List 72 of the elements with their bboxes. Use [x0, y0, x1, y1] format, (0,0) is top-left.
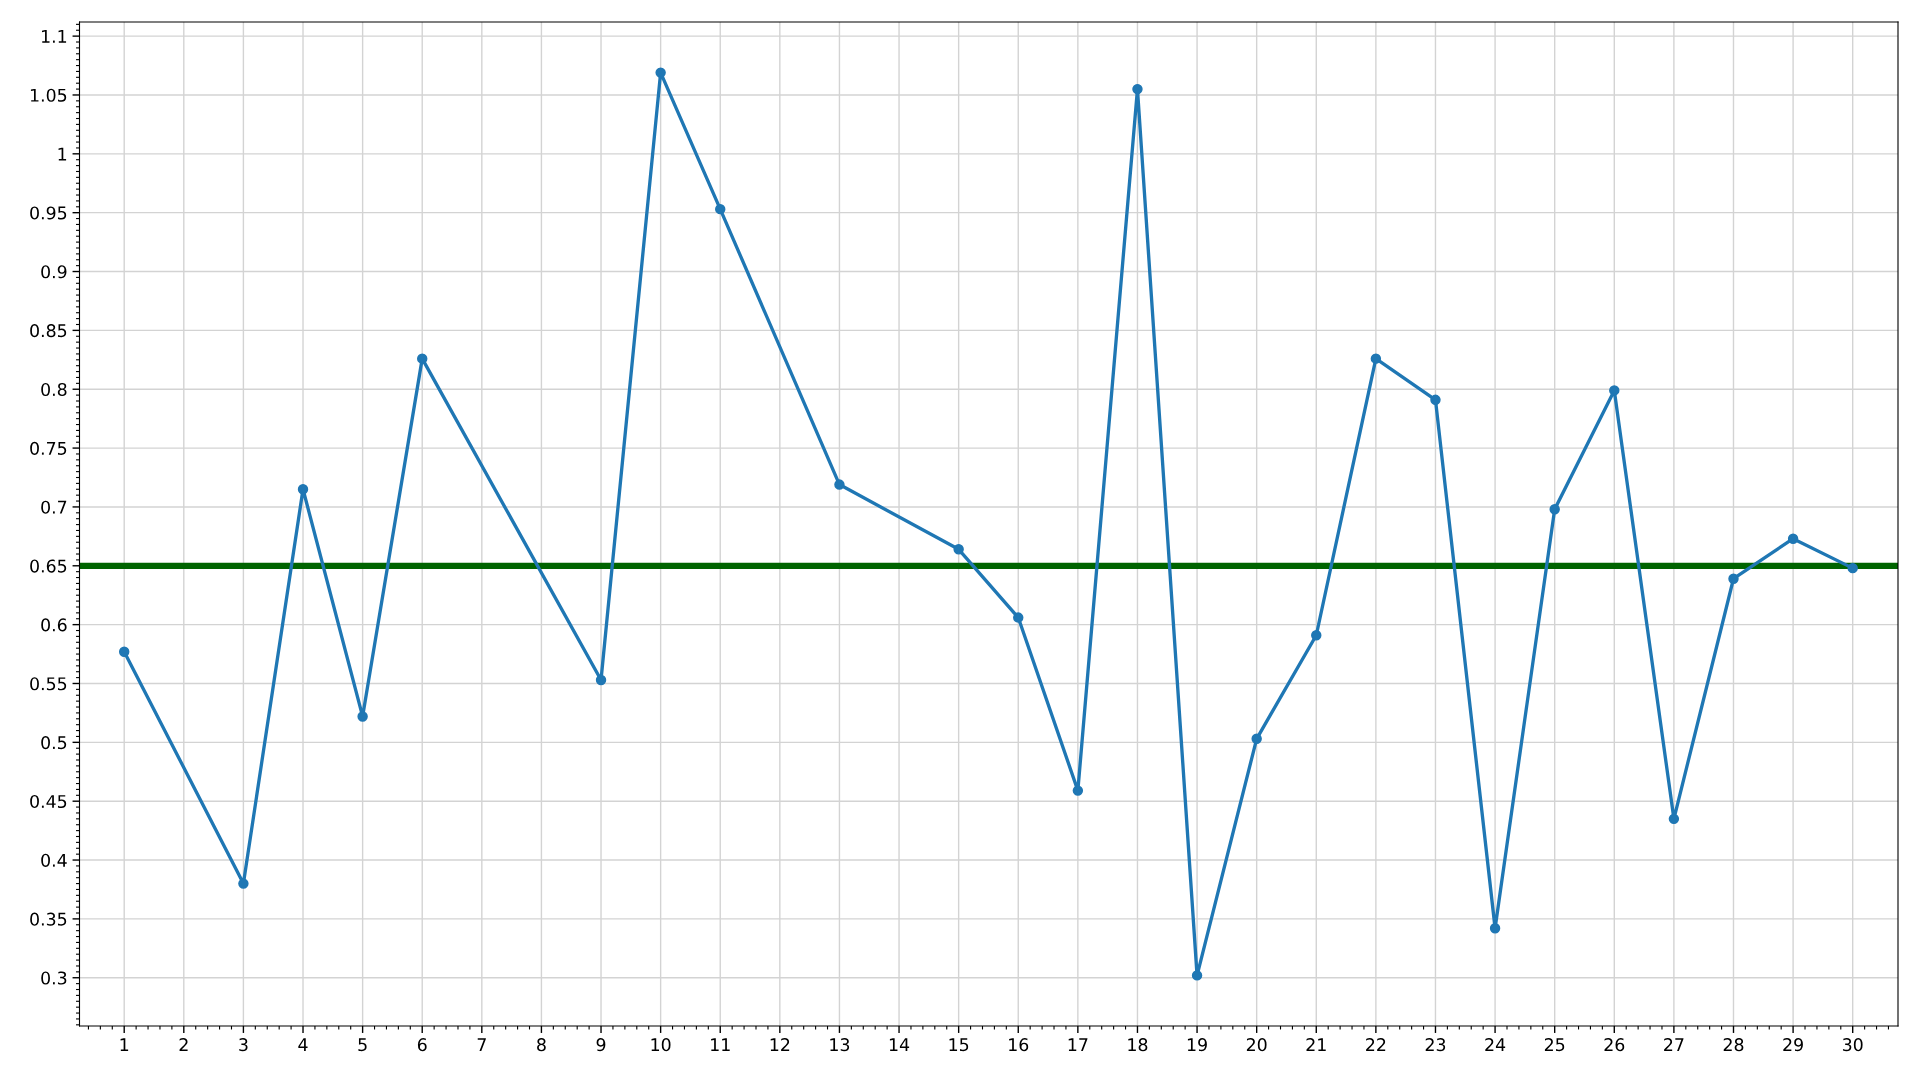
x-tick-label: 20 — [1246, 1038, 1267, 1052]
y-tick-label: 1.05 — [30, 88, 67, 102]
y-tick-label: 0.7 — [41, 500, 67, 514]
x-tick-label: 14 — [889, 1038, 910, 1051]
x-tick-label: 3 — [239, 1038, 248, 1052]
x-tick-label: 7 — [477, 1038, 486, 1051]
point — [118, 646, 130, 657]
x-tick-label: 8 — [537, 1038, 546, 1052]
y-tick-label: 0.9 — [41, 265, 67, 279]
point — [1072, 785, 1084, 796]
point — [1787, 533, 1799, 544]
y-tick-label: 0.65 — [30, 559, 67, 573]
x-tick-label: 29 — [1783, 1038, 1803, 1052]
x-tick-label: 28 — [1723, 1038, 1744, 1052]
x-tick-label: 30 — [1842, 1038, 1863, 1052]
x-tick-label: 13 — [830, 1038, 850, 1052]
point — [1847, 562, 1858, 574]
x-tick-label: 18 — [1128, 1038, 1148, 1052]
point — [1489, 923, 1501, 934]
point — [1549, 504, 1560, 515]
x-tick-label: 25 — [1544, 1038, 1565, 1052]
point — [297, 484, 309, 495]
y-tick-label: 0.6 — [41, 618, 67, 632]
point — [1251, 733, 1262, 745]
point — [715, 203, 726, 215]
x-tick-label: 12 — [770, 1038, 790, 1051]
point — [357, 711, 368, 722]
x-tick-label: 11 — [711, 1038, 730, 1051]
x-tick-label: 16 — [1009, 1038, 1029, 1052]
y-tick-label: 0.95 — [30, 206, 67, 220]
y-tick-label: 0.3 — [41, 971, 67, 985]
x-tick-label: 5 — [358, 1038, 367, 1052]
point — [1013, 612, 1024, 623]
x-tick-label: 27 — [1664, 1038, 1684, 1051]
y-tick-label: 0.35 — [30, 912, 67, 926]
x-tick-label: 19 — [1187, 1038, 1207, 1052]
point — [1668, 813, 1680, 825]
point — [1728, 573, 1739, 584]
point — [1191, 970, 1203, 981]
y-tick-label: 0.5 — [41, 736, 67, 750]
point — [953, 544, 964, 555]
point — [1311, 630, 1322, 641]
x-tick-label: 10 — [651, 1038, 671, 1052]
y-tick-label: 0.75 — [30, 441, 67, 455]
point — [417, 353, 428, 364]
y-tick-label: 1.1 — [41, 30, 67, 43]
point — [1370, 353, 1382, 364]
point — [238, 878, 249, 889]
x-tick-label: 21 — [1306, 1038, 1326, 1051]
x-tick-label: 17 — [1068, 1038, 1088, 1051]
x-tick-label: 24 — [1485, 1038, 1506, 1051]
y-tick-label: 0.4 — [41, 853, 67, 867]
x-tick-label: 23 — [1425, 1038, 1446, 1052]
point — [834, 479, 845, 490]
x-tick-label: 2 — [179, 1038, 188, 1051]
point — [1132, 83, 1143, 95]
y-tick-label: 0.85 — [30, 324, 67, 338]
x-tick-label: 9 — [596, 1038, 606, 1052]
point — [1609, 385, 1620, 396]
x-tick-label: 15 — [949, 1038, 969, 1052]
y-tick-label: 0.55 — [30, 677, 67, 691]
point — [595, 674, 607, 686]
y-tick-label: 0.8 — [41, 382, 67, 397]
y-tick-label: 0.45 — [30, 794, 67, 809]
x-tick-label: 22 — [1366, 1038, 1386, 1051]
point — [655, 67, 666, 78]
x-tick-label: 6 — [417, 1038, 427, 1052]
y-tick-label: 1 — [58, 147, 67, 161]
x-tick-label: 26 — [1604, 1038, 1625, 1052]
x-tick-label: 4 — [298, 1038, 308, 1051]
x-tick-label: 1 — [120, 1038, 129, 1051]
point — [1430, 394, 1441, 406]
